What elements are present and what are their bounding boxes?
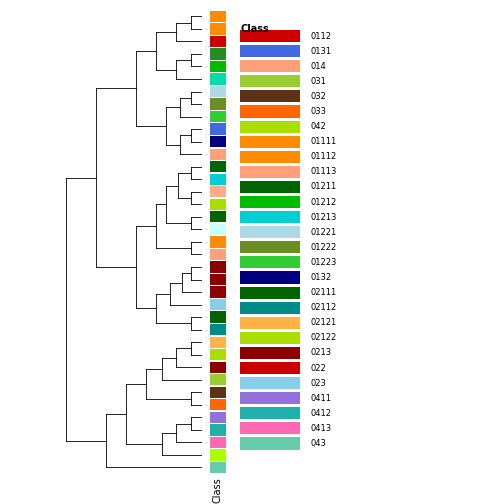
Bar [210, 199, 226, 210]
Text: 032: 032 [311, 92, 327, 101]
Text: 01212: 01212 [311, 198, 337, 207]
Text: 023: 023 [311, 379, 327, 388]
Bar [210, 98, 226, 110]
Bar [240, 181, 300, 193]
Bar [210, 161, 226, 172]
Text: 0112: 0112 [311, 32, 332, 40]
Bar [240, 347, 300, 359]
Bar [210, 387, 226, 398]
Bar [210, 111, 226, 122]
Bar [240, 437, 300, 450]
Bar [210, 337, 226, 348]
Bar [240, 90, 300, 102]
Bar [210, 86, 226, 97]
Bar [210, 136, 226, 147]
Bar [210, 61, 226, 72]
Text: 022: 022 [311, 363, 327, 372]
Bar [210, 361, 226, 373]
Text: 02122: 02122 [311, 333, 337, 342]
Text: 043: 043 [311, 439, 327, 448]
Text: Class: Class [240, 24, 269, 34]
Bar [210, 424, 226, 435]
Text: 033: 033 [311, 107, 327, 116]
Bar [210, 11, 226, 22]
Text: 01222: 01222 [311, 243, 337, 252]
Bar [210, 74, 226, 85]
Bar [240, 287, 300, 298]
Bar [240, 241, 300, 254]
Bar [240, 151, 300, 163]
Text: 0411: 0411 [311, 394, 332, 403]
Bar [240, 377, 300, 389]
Bar [240, 75, 300, 87]
Text: 042: 042 [311, 122, 327, 131]
Text: 01113: 01113 [311, 167, 337, 176]
Text: 0213: 0213 [311, 348, 332, 357]
Bar [210, 149, 226, 160]
Bar [240, 407, 300, 419]
Bar [240, 422, 300, 434]
Bar [210, 450, 226, 461]
Text: 02112: 02112 [311, 303, 337, 312]
Bar [240, 196, 300, 208]
Text: 0412: 0412 [311, 409, 332, 418]
Bar [240, 45, 300, 57]
Bar [240, 226, 300, 238]
Bar [210, 36, 226, 47]
Bar [210, 186, 226, 198]
Bar [210, 123, 226, 135]
Bar [210, 324, 226, 335]
Bar [210, 349, 226, 360]
Bar [240, 120, 300, 133]
Text: 01111: 01111 [311, 137, 337, 146]
Bar [240, 105, 300, 117]
Bar [240, 332, 300, 344]
Text: 0132: 0132 [311, 273, 332, 282]
Bar [240, 257, 300, 269]
Bar [210, 236, 226, 247]
Bar [210, 211, 226, 222]
Bar [240, 136, 300, 148]
Bar [210, 173, 226, 185]
Text: 02121: 02121 [311, 318, 337, 327]
Text: 031: 031 [311, 77, 327, 86]
Bar [240, 166, 300, 178]
Bar [210, 311, 226, 323]
Text: 02111: 02111 [311, 288, 337, 297]
Bar [210, 262, 226, 273]
Text: Class: Class [213, 477, 223, 503]
Bar [210, 374, 226, 386]
Bar [210, 299, 226, 310]
Bar [210, 23, 226, 34]
Bar [210, 412, 226, 423]
Bar [210, 48, 226, 59]
Bar [210, 437, 226, 448]
Text: 01112: 01112 [311, 152, 337, 161]
Bar [240, 60, 300, 72]
Bar [240, 317, 300, 329]
Bar [240, 392, 300, 404]
Text: 0131: 0131 [311, 47, 332, 55]
Bar [210, 274, 226, 285]
Text: 01213: 01213 [311, 213, 337, 222]
Bar [210, 462, 226, 473]
Bar [240, 272, 300, 284]
Text: 0413: 0413 [311, 424, 332, 433]
Bar [210, 224, 226, 235]
Bar [210, 286, 226, 298]
Text: 01211: 01211 [311, 182, 337, 192]
Bar [240, 30, 300, 42]
Bar [210, 249, 226, 260]
Bar [240, 362, 300, 374]
Text: 01221: 01221 [311, 228, 337, 237]
Text: 01223: 01223 [311, 258, 337, 267]
Bar [240, 301, 300, 313]
Bar [240, 211, 300, 223]
Bar [210, 399, 226, 410]
Text: 014: 014 [311, 62, 327, 71]
